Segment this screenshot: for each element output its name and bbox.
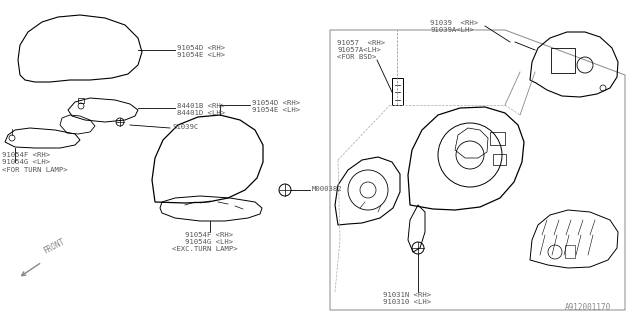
- Text: <EXC.TURN LAMP>: <EXC.TURN LAMP>: [172, 246, 237, 252]
- Text: 91054F <RH>
91054G <LH>: 91054F <RH> 91054G <LH>: [2, 152, 50, 165]
- Text: <FOR TURN LAMP>: <FOR TURN LAMP>: [2, 167, 68, 173]
- Text: 84401B <RH>
84401D <LH>: 84401B <RH> 84401D <LH>: [177, 103, 225, 116]
- Text: FRONT: FRONT: [42, 237, 67, 256]
- Text: 91031N <RH>
910310 <LH>: 91031N <RH> 910310 <LH>: [383, 292, 431, 305]
- Text: 91054D <RH>
91054E <LH>: 91054D <RH> 91054E <LH>: [252, 100, 300, 113]
- Text: 91054F <RH>
91054G <LH>: 91054F <RH> 91054G <LH>: [185, 232, 233, 245]
- Text: 91054D <RH>
91054E <LH>: 91054D <RH> 91054E <LH>: [177, 45, 225, 58]
- Text: 91039  <RH>
91039A<LH>: 91039 <RH> 91039A<LH>: [430, 20, 478, 33]
- Text: A912001170: A912001170: [565, 303, 611, 312]
- Text: M000382: M000382: [312, 186, 342, 192]
- Text: 91039C: 91039C: [172, 124, 198, 130]
- Text: 91057  <RH>
91057A<LH>
<FOR BSD>: 91057 <RH> 91057A<LH> <FOR BSD>: [337, 40, 385, 60]
